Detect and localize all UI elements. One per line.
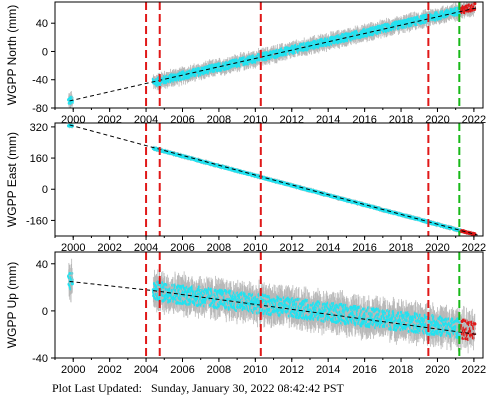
panel-east: 2000 2002 2004 2006 2008 2010 2012 2014 2016 2018… <box>5 122 486 254</box>
x-tick-label: 2000 <box>61 114 85 126</box>
x-tick-label: 2002 <box>97 114 121 126</box>
recent-data-cloud <box>459 2 477 19</box>
x-tick-label: 2010 <box>243 114 267 126</box>
y-tick-label: 0 <box>42 46 48 58</box>
x-tick-label: 2022 <box>462 114 486 126</box>
y-tick-label: -40 <box>32 75 48 87</box>
x-tick-label: 2016 <box>352 114 376 126</box>
plot-area <box>67 123 478 236</box>
x-tick-label: 2008 <box>207 114 231 126</box>
x-tick-label: 2014 <box>316 114 340 126</box>
plot-area <box>67 2 478 108</box>
plot-frame <box>54 1 484 109</box>
x-tick-label: 2018 <box>389 114 413 126</box>
data-cloud-1 <box>151 2 463 91</box>
x-tick-label: 2006 <box>170 114 194 126</box>
data-point <box>473 2 477 6</box>
x-tick-label: 2012 <box>280 114 304 126</box>
y-tick-label: 40 <box>36 18 48 30</box>
data-cloud-1 <box>151 145 463 234</box>
panel-north: 2000 2002 2004 2006 2008 2010 2012 2014 2016 2018… <box>5 1 486 126</box>
y-axis-label: WGPP North (mm) <box>5 5 19 105</box>
y-tick-label: -80 <box>32 103 48 115</box>
y-axis: -80 -40 0 40 <box>32 18 55 115</box>
